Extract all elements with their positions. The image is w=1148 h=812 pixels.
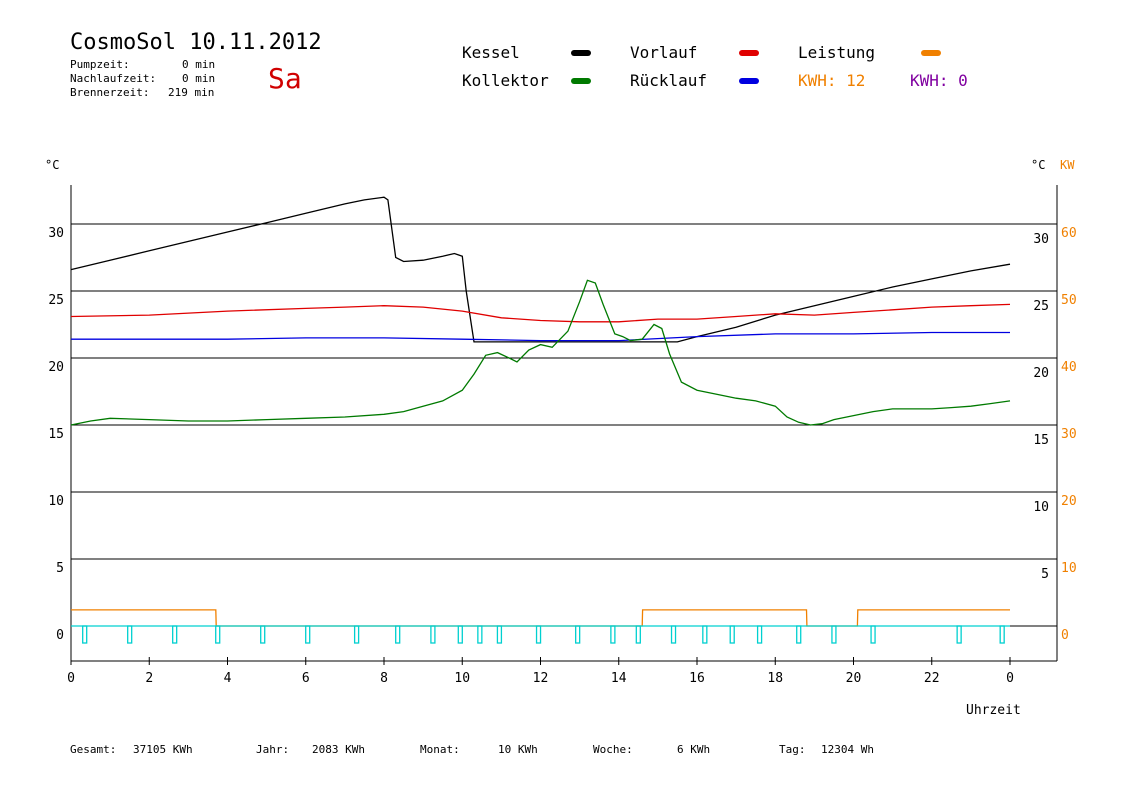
pump-pulse [575, 625, 581, 644]
pump-pulse [831, 625, 837, 644]
legend-kwh-orange: KWH: 12 [798, 71, 866, 90]
footer-tag-label: Tag: [779, 743, 806, 756]
y-right-tick-label: 10 [1033, 500, 1049, 515]
x-tick-label: 16 [689, 671, 705, 686]
legend-kwh-purple: KWH: 0 [910, 71, 968, 90]
pump-pulse [172, 625, 178, 644]
x-tick-label: 22 [924, 671, 940, 686]
y-right-tick-label: 25 [1033, 299, 1049, 314]
footer-tag-value: 12304 Wh [821, 743, 874, 756]
x-tick-label: 4 [224, 671, 232, 686]
y-kw-tick-label: 50 [1061, 293, 1077, 308]
x-tick-label: 8 [380, 671, 388, 686]
pump-pulse [870, 625, 876, 644]
pump-pulse [395, 625, 401, 644]
y-right-unit: °C [1031, 158, 1045, 172]
y-kw-tick-label: 0 [1061, 628, 1069, 643]
pump-pulse [477, 625, 483, 644]
pump-pulse [670, 625, 677, 644]
y-left-tick-label: 20 [48, 360, 64, 375]
x-tick-label: 20 [846, 671, 862, 686]
y-left-tick-label: 5 [56, 561, 64, 576]
weekday-label: Sa [268, 62, 302, 95]
legend-kollektor-label: Kollektor [462, 71, 549, 90]
pump-pulse [215, 625, 221, 644]
y-right-tick-label: 20 [1033, 366, 1049, 381]
x-tick-label: 0 [1006, 671, 1014, 686]
legend-ruecklauf-label: Rücklauf [630, 71, 708, 90]
x-tick-label: 6 [302, 671, 310, 686]
footer-monat-value: 10 KWh [498, 743, 538, 756]
y-left-unit: °C [45, 158, 59, 172]
y-right-tick-label: 30 [1033, 232, 1049, 247]
footer-monat-label: Monat: [420, 743, 460, 756]
x-tick-label: 18 [767, 671, 783, 686]
pump-pulse [353, 625, 360, 644]
stat-pumpzeit-value: 0 min [182, 58, 216, 71]
pump-pulse [999, 625, 1005, 644]
y-kw-tick-label: 30 [1061, 427, 1077, 442]
y-left-tick-label: 25 [48, 293, 64, 308]
series-line-kollektor [70, 279, 1011, 426]
x-tick-label: 10 [454, 671, 470, 686]
legend-vorlauf-label: Vorlauf [630, 43, 698, 62]
x-tick-label: 2 [145, 671, 153, 686]
y-kw-unit: KW [1060, 158, 1075, 172]
stat-nachlaufzeit-label: Nachlaufzeit: [70, 72, 157, 85]
stat-brennerzeit-value: 219 min [168, 86, 215, 99]
series-line-vorlauf [70, 303, 1011, 323]
series-line-kessel [70, 196, 1011, 343]
footer-gesamt-label: Gesamt: [70, 743, 117, 756]
pump-pulse [635, 625, 641, 644]
y-kw-tick-label: 20 [1061, 494, 1077, 509]
y-kw-tick-label: 10 [1061, 561, 1077, 576]
pump-pulse [729, 625, 735, 644]
legend-kollektor-swatch [571, 78, 591, 84]
footer-jahr-value: 2083 KWh [312, 743, 365, 756]
y-right-tick-label: 5 [1041, 567, 1049, 582]
footer-gesamt-value: 37105 KWh [133, 743, 193, 756]
legend-ruecklauf-swatch [739, 78, 759, 84]
pump-pulse [260, 625, 266, 644]
pump-pulse [305, 625, 311, 644]
pump-pulse [496, 625, 503, 644]
footer-woche-value: 6 KWh [677, 743, 711, 756]
pump-pulse [796, 625, 802, 644]
pump-pulse [430, 625, 436, 644]
x-tick-label: 14 [611, 671, 627, 686]
legend-leistung-swatch [921, 50, 941, 56]
stat-nachlaufzeit-value: 0 min [182, 72, 216, 85]
pump-pulse [702, 625, 708, 644]
y-kw-tick-label: 60 [1061, 226, 1077, 241]
footer-jahr-label: Jahr: [256, 743, 290, 756]
chart-title: CosmoSol 10.11.2012 [70, 30, 322, 55]
legend-kessel-swatch [571, 50, 591, 56]
y-left-tick-label: 30 [48, 226, 64, 241]
pump-pulse [535, 625, 542, 644]
pump-pulse [82, 625, 88, 644]
series-line-rcklauf [71, 331, 1010, 342]
pump-pulse [457, 625, 463, 644]
legend-leistung-label: Leistung [798, 43, 876, 62]
y-left-tick-label: 0 [56, 628, 64, 643]
y-left-tick-label: 10 [48, 494, 64, 509]
pump-pulse [127, 625, 133, 644]
x-tick-label: 0 [67, 671, 75, 686]
series-line-leistung [71, 609, 1010, 627]
pump-pulse [610, 625, 616, 644]
x-tick-label: 12 [533, 671, 549, 686]
x-axis-label: Uhrzeit [966, 703, 1021, 718]
stat-pumpzeit-label: Pumpzeit: [70, 58, 130, 71]
legend-kessel-label: Kessel [462, 43, 520, 62]
y-left-tick-label: 15 [48, 427, 64, 442]
y-right-tick-label: 15 [1033, 433, 1049, 448]
pump-pulse [756, 625, 763, 644]
legend-vorlauf-swatch [739, 50, 759, 56]
stat-brennerzeit-label: Brennerzeit: [70, 86, 150, 99]
y-kw-tick-label: 40 [1061, 360, 1077, 375]
footer-woche-label: Woche: [593, 743, 633, 756]
pump-pulse [956, 625, 962, 644]
